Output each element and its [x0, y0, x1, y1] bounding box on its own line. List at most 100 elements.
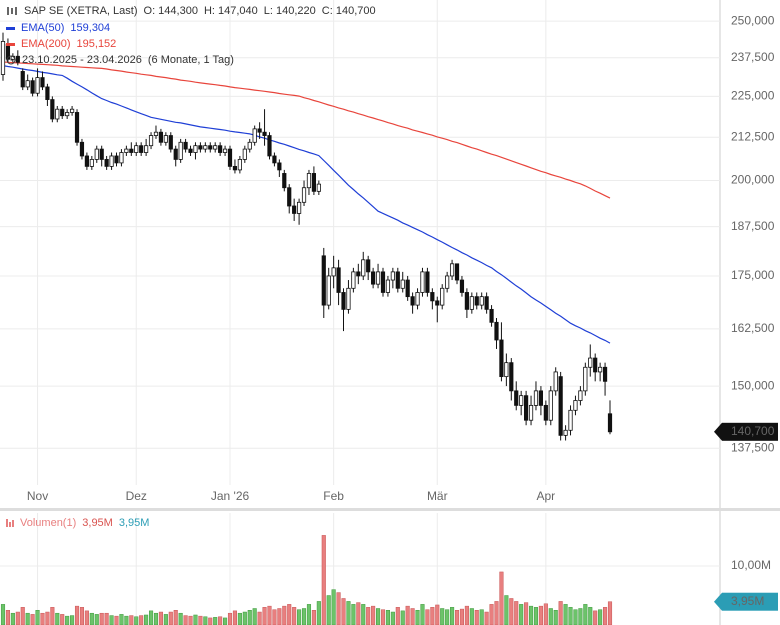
volume-bar	[65, 615, 70, 625]
candle-body	[79, 141, 85, 157]
volume-bar	[376, 608, 381, 625]
candle-body	[553, 371, 558, 392]
candle-body	[0, 41, 6, 75]
candle-body	[356, 271, 361, 277]
volume-bar	[459, 608, 465, 625]
candle-body	[213, 145, 218, 150]
candle-body	[296, 201, 302, 214]
candle-body	[178, 141, 183, 160]
volume-bar	[425, 609, 430, 625]
candle-body	[94, 148, 99, 160]
volume-bar	[390, 611, 395, 625]
candle-body	[583, 366, 588, 392]
volume-bar	[242, 611, 247, 625]
candle-body	[598, 366, 603, 373]
volume-bar	[232, 610, 237, 625]
volume-bar	[178, 612, 183, 625]
volume-bar	[267, 605, 272, 625]
candle-body	[385, 279, 391, 293]
candle-body	[528, 404, 534, 421]
clock-icon	[6, 55, 16, 65]
candle-body	[20, 71, 25, 88]
volume-bar	[84, 610, 89, 625]
candle-body	[440, 287, 445, 306]
candle-body	[509, 362, 514, 392]
candle-body	[494, 321, 499, 341]
x-tick-label: Feb	[323, 489, 344, 503]
candle-body	[301, 187, 307, 203]
volume-bar	[385, 610, 390, 625]
candle-body	[375, 271, 381, 285]
candle-body	[55, 108, 60, 120]
y-tick-label: 250,000	[731, 13, 775, 27]
candle-body	[252, 128, 257, 143]
volume-bar	[262, 607, 267, 625]
volume-bar	[603, 607, 608, 625]
candle-body	[84, 155, 89, 167]
volume-bar	[148, 610, 154, 625]
volume-bar	[45, 611, 50, 625]
volume-bar	[573, 609, 578, 625]
candle-body	[277, 162, 282, 171]
candle-body	[242, 148, 247, 160]
volume-bar	[163, 614, 168, 625]
volume-bar	[583, 604, 588, 625]
candle-body	[400, 279, 405, 289]
volume-bar	[366, 607, 371, 625]
ohlc: O: 144,300	[143, 5, 198, 17]
candle-body	[351, 271, 356, 289]
volume-bar	[129, 615, 134, 625]
volume-bar	[405, 605, 410, 625]
title: SAP SE (XETRA, Last)	[24, 5, 138, 17]
volume-bar	[282, 605, 287, 625]
candle-body	[267, 135, 272, 157]
candle-body	[50, 99, 55, 120]
candle-body	[538, 390, 544, 406]
candle-body	[489, 308, 494, 323]
candle-body	[163, 135, 168, 143]
volume-bar	[25, 612, 30, 625]
candle-body	[449, 263, 455, 277]
candle-body	[479, 296, 484, 306]
volume-bar	[218, 616, 223, 625]
volume-bar	[528, 605, 534, 625]
volume-bar	[168, 611, 173, 625]
volume-bar	[380, 609, 386, 625]
volume-bar	[321, 535, 326, 625]
volume-bar	[341, 598, 346, 625]
volume-bar	[252, 608, 257, 625]
volume-bar	[311, 610, 316, 625]
volume-bar	[316, 601, 321, 625]
volume-bar	[158, 611, 163, 625]
candle-body	[336, 267, 341, 293]
candle-body	[104, 159, 109, 167]
period: (6 Monate, 1 Tag)	[147, 54, 234, 66]
candle-body	[390, 271, 395, 281]
x-tick-label: Mär	[427, 489, 448, 503]
candle-body	[247, 141, 252, 150]
volume-bar	[50, 607, 55, 625]
volume-bar	[223, 617, 228, 625]
volume-bar	[292, 607, 297, 625]
volume-bar	[15, 611, 20, 625]
volume-bar	[420, 604, 425, 625]
volume-bar	[40, 612, 45, 625]
candle-body	[232, 165, 238, 171]
legend-entry: EMA(200) 195,152	[6, 38, 116, 50]
volume-bar	[499, 571, 504, 625]
candle-body	[203, 145, 208, 150]
ohlc: H: 147,040	[203, 5, 258, 17]
candle-body	[89, 159, 94, 167]
volume-bar	[94, 614, 99, 625]
volume-bar	[193, 614, 198, 625]
candle-body	[371, 271, 376, 285]
volume-value: 3,95M	[82, 517, 113, 529]
volume-bar	[5, 610, 10, 625]
volume-bar	[188, 615, 193, 625]
candle-body	[257, 128, 262, 133]
candle-body	[558, 376, 563, 436]
volume-bar	[30, 614, 35, 625]
volume-bar	[558, 601, 563, 625]
candle-body	[524, 395, 529, 421]
candle-body	[198, 145, 203, 150]
